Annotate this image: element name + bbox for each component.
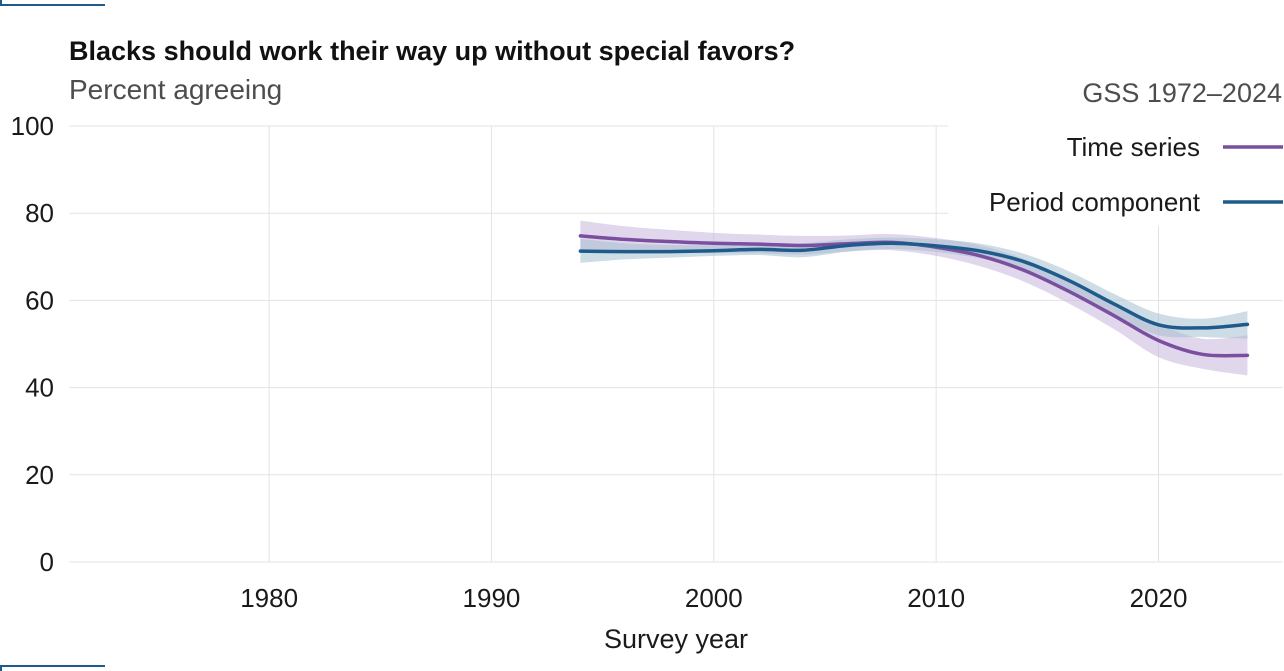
y-tick-label: 0: [40, 547, 54, 577]
x-tick-label: 1980: [240, 583, 298, 613]
x-tick-label: 2020: [1130, 583, 1188, 613]
legend-label: Time series: [1067, 132, 1200, 162]
grid-lines: [69, 125, 1283, 563]
chart-subtitle: Percent agreeing: [69, 74, 283, 105]
source-note: GSS 1972–2024: [1082, 78, 1282, 108]
x-tick-label: 1990: [463, 583, 521, 613]
x-tick-label: 2010: [907, 583, 965, 613]
x-axis-title: Survey year: [604, 624, 748, 654]
y-tick-label: 60: [25, 285, 54, 315]
x-tick-label: 2000: [685, 583, 743, 613]
confidence-band: [580, 220, 1248, 376]
y-tick-label: 20: [25, 460, 54, 490]
legend: Time series Period component: [948, 120, 1284, 226]
y-tick-label: 100: [11, 111, 54, 141]
y-tick-label: 40: [25, 373, 54, 403]
corner-decoration-bottom: [0, 665, 105, 671]
legend-background: [948, 120, 1284, 226]
series-lines: [578, 234, 1250, 358]
y-tick-label: 80: [25, 198, 54, 228]
corner-decoration-top: [0, 0, 105, 6]
chart-title: Blacks should work their way up without …: [69, 36, 796, 66]
axes: 0 20 40 60 80 100 1980 1990 2000 2010 2020 Survey y…: [11, 111, 1188, 654]
legend-label: Period component: [989, 187, 1201, 217]
series-line: [578, 241, 1250, 330]
